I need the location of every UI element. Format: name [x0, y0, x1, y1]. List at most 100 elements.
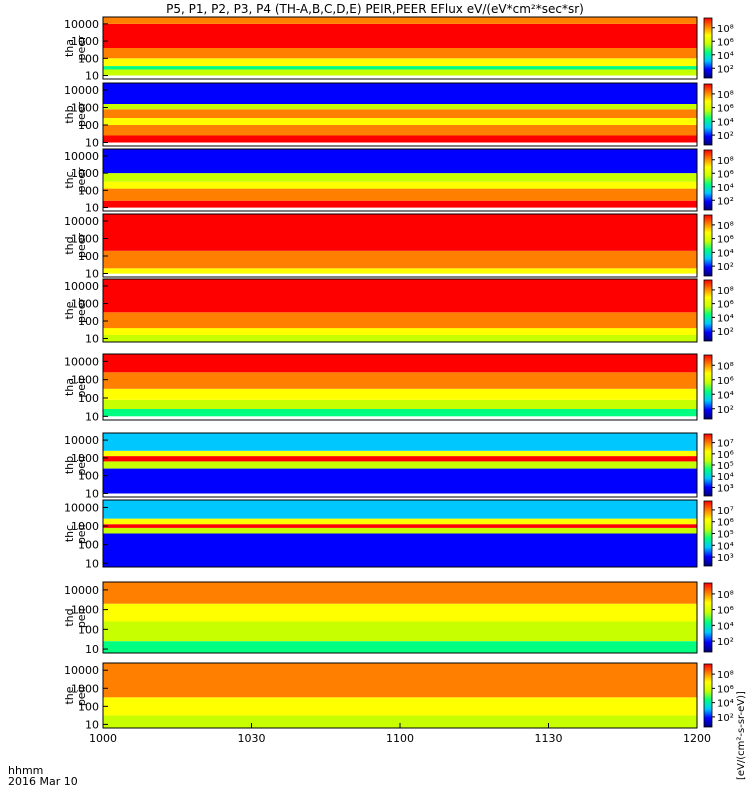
energy-band: [103, 268, 697, 274]
energy-band: [103, 372, 697, 389]
colorbar-tick-label: 10⁴: [717, 390, 734, 401]
energy-band: [103, 181, 697, 189]
y-tick-label: 10000: [64, 355, 99, 368]
y-tick-label: 10000: [64, 434, 99, 447]
y-tick-label: 10: [85, 268, 99, 281]
y-tick-label: 100: [78, 184, 99, 197]
colorbar-tick-label: 10⁷: [717, 439, 734, 450]
colorbar-tick-label: 10³: [717, 483, 734, 494]
colorbar: [703, 582, 713, 653]
energy-band: [103, 433, 697, 451]
colorbar-tick-label: 10⁴: [717, 183, 734, 194]
panel-label-species: peir: [75, 606, 88, 628]
energy-band: [103, 66, 697, 70]
colorbar: [703, 83, 713, 146]
panel-label-species: peer: [75, 102, 88, 128]
colorbar-tick-label: 10²: [717, 64, 734, 75]
colorbar-tick-label: 10⁶: [717, 235, 734, 246]
colorbar-tick-label: 10⁶: [717, 450, 734, 461]
x-tick-label: 1000: [89, 732, 117, 745]
panel-label-species: peer: [75, 298, 88, 324]
panel-frame: [102, 581, 698, 654]
panel-frame: [102, 148, 698, 212]
y-tick-label: 1000: [71, 520, 99, 533]
panel-label-species: peir: [75, 376, 88, 398]
energy-band: [103, 17, 697, 24]
y-tick-label: 100: [78, 315, 99, 328]
panel-tha-peir: 10 100 1000 10000 tha peir 10² 10⁴ 10⁶ 10⁸: [63, 353, 734, 423]
y-tick-label: 10000: [64, 501, 99, 514]
colorbar-tick-label: 10⁶: [717, 300, 734, 311]
y-tick-label: 10: [85, 557, 99, 570]
colorbar-tick-label: 10²: [717, 637, 734, 648]
panel-label-probe: tha: [63, 39, 76, 57]
panel-thd-peer: 10 100 1000 10000 thd peer 10² 10⁴ 10⁶ 10⁸: [63, 213, 734, 281]
energy-band: [103, 456, 697, 462]
energy-band: [103, 409, 697, 417]
y-tick-label: 100: [78, 52, 99, 65]
panel-label-species: peir: [75, 522, 88, 544]
figure-title: P5, P1, P2, P3, P4 (TH-A,B,C,D,E) PEIR,P…: [166, 2, 584, 16]
y-tick-label: 10000: [64, 150, 99, 163]
colorbar: [703, 279, 713, 342]
y-tick-label: 10000: [64, 215, 99, 228]
colorbar-tick-label: 10²: [717, 196, 734, 207]
y-tick-label: 1000: [71, 233, 99, 246]
colorbar-tick-label: 10⁵: [717, 461, 734, 472]
energy-band: [103, 250, 697, 269]
energy-band: [103, 48, 697, 59]
panel-frame: [102, 499, 698, 568]
colorbar-tick-label: 10⁴: [717, 541, 734, 552]
energy-band: [103, 461, 697, 469]
panel-frame: [102, 353, 698, 421]
energy-band: [103, 603, 697, 622]
y-tick-label: 10: [85, 410, 99, 423]
colorbar-tick-label: 10⁶: [717, 376, 734, 387]
y-tick-label: 10: [85, 718, 99, 731]
y-tick-label: 10: [85, 643, 99, 656]
colorbar-tick-label: 10⁸: [717, 156, 734, 167]
colorbar-tick-label: 10⁶: [717, 104, 734, 115]
panel-frame: [102, 213, 698, 278]
colorbar-tick-label: 10⁴: [717, 699, 734, 710]
panel-label-probe: thd: [63, 236, 76, 254]
colorbar-tick-label: 10⁸: [717, 361, 734, 372]
colorbar-tick-label: 10⁴: [717, 248, 734, 259]
time-axis: 1000 1030 1100 1130 1200: [89, 723, 711, 745]
colorbar: [703, 214, 713, 277]
colorbar-tick-label: 10⁸: [717, 670, 734, 681]
energy-band: [103, 388, 697, 400]
energy-band: [103, 23, 697, 48]
colorbar-tick-label: 10⁴: [717, 117, 734, 128]
panel-label-probe: thc: [63, 525, 76, 542]
time-axis-label-hhmm: hhmm: [8, 764, 43, 777]
y-tick-label: 1000: [71, 167, 99, 180]
y-tick-label: 100: [78, 623, 99, 636]
colorbar-tick-label: 10³: [717, 553, 734, 564]
panel-tha-peer: 10 100 1000 10000 tha peer 10² 10⁴ 10⁶ 10⁸: [63, 16, 734, 83]
y-tick-label: 100: [78, 470, 99, 483]
colorbar-tick-label: 10⁸: [717, 590, 734, 601]
colorbar-tick-label: 10⁵: [717, 530, 734, 541]
colorbar-tick-label: 10²: [717, 713, 734, 724]
energy-band: [103, 149, 697, 174]
y-tick-label: 100: [78, 119, 99, 132]
energy-band: [103, 641, 697, 653]
colorbar-tick-label: 10⁴: [717, 472, 734, 483]
panel-the-peir: 10 100 1000 10000 the peir 10² 10⁴ 10⁶ 10⁸: [63, 662, 734, 731]
x-tick-label: 1030: [238, 732, 266, 745]
panel-frame: [102, 432, 698, 498]
y-tick-label: 10000: [64, 664, 99, 677]
panel-label-species: peir: [75, 454, 88, 476]
energy-band: [103, 135, 697, 143]
colorbar-tick-label: 10⁸: [717, 24, 734, 35]
y-tick-label: 100: [78, 700, 99, 713]
colorbar-tick-label: 10⁶: [717, 518, 734, 529]
colorbar-tick-label: 10⁶: [717, 684, 734, 695]
y-tick-label: 100: [78, 250, 99, 263]
energy-band: [103, 118, 697, 125]
panel-frame: [102, 278, 698, 343]
x-tick-label: 1100: [386, 732, 414, 745]
